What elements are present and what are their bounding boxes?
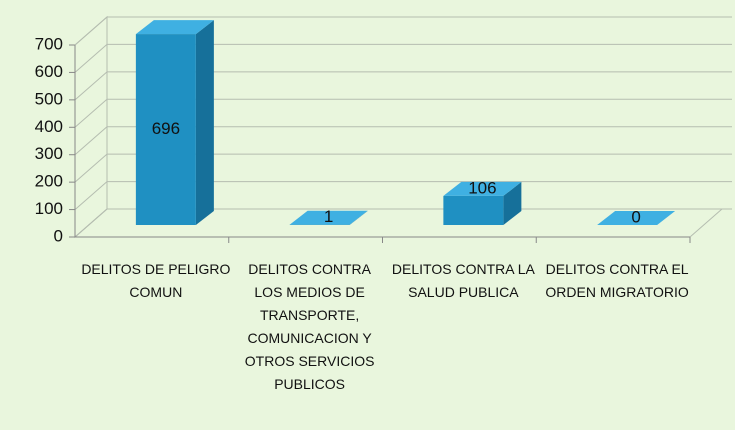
data-label: 696 — [152, 119, 180, 138]
grid-line — [74, 98, 732, 128]
grid-line — [74, 16, 732, 46]
x-tick-label-box: DELITOS CONTRA LOS MEDIOS DE TRANSPORTE,… — [244, 261, 375, 392]
y-tick-label: 700 — [35, 34, 63, 53]
grid-line — [74, 126, 732, 156]
bar — [443, 181, 522, 225]
bar-top — [597, 211, 676, 225]
y-tick-label: 100 — [35, 199, 63, 218]
data-label: 0 — [631, 207, 640, 226]
x-tick-label: DELITOS DE PELIGRO COMUN — [81, 261, 231, 300]
y-tick-label: 0 — [54, 226, 63, 245]
bar — [597, 211, 676, 225]
x-tick-label-box: DELITOS CONTRA EL ORDEN MIGRATORIO — [545, 261, 689, 300]
y-tick-label: 400 — [35, 117, 63, 136]
bar-top — [443, 181, 522, 196]
grid-line — [74, 181, 732, 210]
y-tick-label: 300 — [35, 144, 63, 163]
bar-side — [195, 20, 214, 226]
y-tick-label: 200 — [35, 172, 63, 191]
grid-line — [74, 208, 732, 238]
bar-side — [349, 210, 368, 225]
side-wall — [74, 15, 108, 239]
x-tick-label: DELITOS CONTRA EL ORDEN MIGRATORIO — [545, 261, 689, 300]
y-tick-label: 500 — [35, 89, 63, 108]
x-tick-label-box: DELITOS DE PELIGRO COMUN — [81, 261, 231, 300]
bar — [135, 20, 214, 226]
grid-line — [74, 71, 732, 101]
grid-line — [74, 153, 732, 183]
x-tick-label: DELITOS CONTRA LA SALUD PUBLICA — [391, 261, 535, 300]
data-label: 106 — [468, 178, 496, 197]
bar — [289, 210, 368, 225]
bar-front — [443, 195, 504, 225]
x-tick-label-box: DELITOS CONTRA LA SALUD PUBLICA — [391, 261, 535, 300]
bar-front — [135, 34, 196, 226]
bar-side — [503, 181, 522, 225]
bar-top — [289, 210, 368, 225]
bar-top — [135, 20, 214, 35]
data-label: 1 — [324, 207, 333, 226]
y-tick-label: 600 — [35, 62, 63, 81]
grid-line — [74, 43, 732, 73]
x-tick-label: DELITOS CONTRA LOS MEDIOS DE TRANSPORTE,… — [244, 261, 375, 392]
